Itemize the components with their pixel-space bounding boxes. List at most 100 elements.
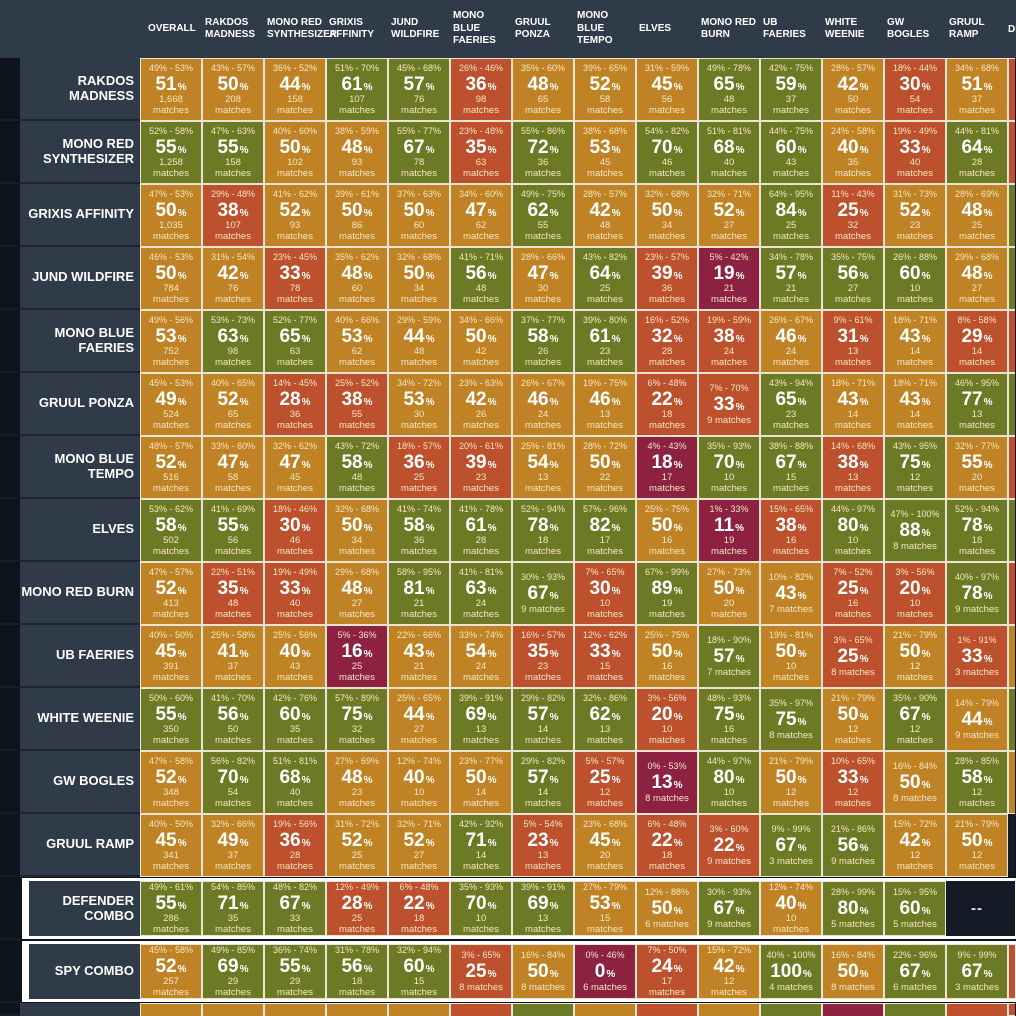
matchup-cell[interactable]: 29% - 68% 48% 27 matches xyxy=(326,562,388,625)
matchup-cell[interactable]: 38% - 88% 67% 15 matches xyxy=(760,436,822,499)
row-label[interactable]: JUND WILDFIRE xyxy=(20,247,140,310)
matchup-cell[interactable]: 22% - 96% 67% 6 matches xyxy=(884,944,946,999)
matchup-cell[interactable]: 53% - 73% 63% 98 matches xyxy=(202,310,264,373)
matchup-cell[interactable]: 52% - 94% 78% 18 matches xyxy=(946,499,1008,562)
matchup-cell[interactable]: 7% - 52% 25% 16 matches xyxy=(822,562,884,625)
matchup-cell[interactable]: 3% - 56% 20% 10 matches xyxy=(636,688,698,751)
matchup-cell[interactable]: 18% - 46% 30% 46 matches xyxy=(264,499,326,562)
matchup-cell[interactable]: 44% - 97% 80% 10 matches xyxy=(698,751,760,814)
column-header-rakdos-madness[interactable]: RAKDOS MADNESS xyxy=(205,16,256,41)
matchup-cell[interactable]: 37% - 63% 50% 60 matches xyxy=(388,184,450,247)
matchup-cell[interactable]: 29% - 82% 57% 14 matches xyxy=(512,751,574,814)
row-label[interactable]: UB FAERIES xyxy=(20,625,140,688)
row-label[interactable]: SPY COMBO xyxy=(29,944,140,999)
column-header-mono-red-burn[interactable]: MONO RED BURN xyxy=(701,16,756,41)
matchup-cell[interactable]: 49% - 61% 55% 286 matches xyxy=(140,881,202,936)
matchup-cell[interactable]: 44% - 97% 80% 10 matches xyxy=(822,499,884,562)
matchup-cell[interactable]: 36% - 52% 44% 158 matches xyxy=(264,58,326,121)
matchup-cell[interactable]: 15% - 72% 42% 12 matches xyxy=(698,944,760,999)
matchup-cell[interactable]: 33% - 74% 54% 24 matches xyxy=(450,625,512,688)
matchup-cell[interactable]: 40% - 65% 52% 65 matches xyxy=(202,373,264,436)
matchup-cell[interactable]: 39% - 91% 69% 13 matches xyxy=(450,688,512,751)
matchup-cell[interactable]: 19% - 59% 38% 24 matches xyxy=(698,310,760,373)
matchup-cell[interactable]: 42% - 75% 59% 37 matches xyxy=(760,58,822,121)
matchup-cell[interactable]: 5% - 36% 16% 25 matches xyxy=(326,625,388,688)
column-header-gruul-ramp[interactable]: GRUUL RAMP xyxy=(949,16,985,41)
matchup-cell[interactable]: 32% - 94% 60% 15 matches xyxy=(388,944,450,999)
matchup-cell[interactable]: 12% - 74% 40% 10 matches xyxy=(760,881,822,936)
row-label[interactable]: ELVES xyxy=(20,499,140,562)
matchup-cell[interactable]: 41% - 69% 55% 56 matches xyxy=(202,499,264,562)
matchup-cell[interactable]: 51% - 81% 68% 40 matches xyxy=(698,121,760,184)
matchup-cell[interactable]: 16% - 84% 50% 8 matches xyxy=(822,944,884,999)
matchup-cell[interactable]: 1% - 91% 33% 3 matches xyxy=(946,625,1008,688)
matchup-cell[interactable]: 51% - 70% 61% 107 matches xyxy=(326,58,388,121)
matchup-cell[interactable]: 52% - 94% 78% 18 matches xyxy=(512,499,574,562)
matchup-cell[interactable]: 3% - 65% 25% 8 matches xyxy=(822,625,884,688)
column-header-mono-red-synthesizer[interactable]: MONO RED SYNTHESIZER xyxy=(267,16,338,41)
matchup-cell[interactable]: 34% - 60% 47% 62 matches xyxy=(450,184,512,247)
matchup-cell[interactable]: 25% - 75% 50% 16 matches xyxy=(636,499,698,562)
matchup-cell[interactable]: 44% - 81% 64% 28 matches xyxy=(946,121,1008,184)
matchup-cell[interactable]: 23% - 77% 50% 14 matches xyxy=(450,751,512,814)
matchup-cell[interactable]: 48% - 82% 67% 33 matches xyxy=(264,881,326,936)
matchup-cell[interactable]: 3% - 60% 22% 9 matches xyxy=(698,814,760,877)
matchup-cell[interactable]: 27% - 69% 48% 23 matches xyxy=(326,751,388,814)
matchup-cell[interactable]: 27% - 79% 53% 15 matches xyxy=(574,881,636,936)
matchup-cell[interactable]: 20% - 61% 39% 23 matches xyxy=(450,436,512,499)
row-label[interactable]: MONO RED BURN xyxy=(20,562,140,625)
matchup-cell[interactable]: 40% - 50% 45% 341 matches xyxy=(140,814,202,877)
matchup-cell[interactable]: 39% - 80% 61% 23 matches xyxy=(574,310,636,373)
matchup-cell[interactable]: 53% - 62% 58% 502 matches xyxy=(140,499,202,562)
matchup-cell[interactable]: 47% - 63% 55% 158 matches xyxy=(202,121,264,184)
matchup-cell[interactable]: 29% - 59% 44% 48 matches xyxy=(388,310,450,373)
matchup-cell[interactable]: 6% - 48% 22% 18 matches xyxy=(636,814,698,877)
matchup-cell[interactable]: 40% - 50% 45% 391 matches xyxy=(140,625,202,688)
matchup-cell[interactable]: 40% - 66% 53% 62 matches xyxy=(326,310,388,373)
matchup-cell[interactable]: 41% - 81% 63% 24 matches xyxy=(450,562,512,625)
row-label[interactable]: RAKDOS MADNESS xyxy=(20,58,140,121)
matchup-cell[interactable]: 46% - 53% 50% 784 matches xyxy=(140,247,202,310)
matchup-cell[interactable]: 25% - 81% 54% 13 matches xyxy=(512,436,574,499)
matchup-cell[interactable]: 55% - 77% 67% 78 matches xyxy=(388,121,450,184)
matchup-cell[interactable]: 6% - 48% 22% 18 matches xyxy=(636,373,698,436)
matchup-cell[interactable]: 43% - 82% 64% 25 matches xyxy=(574,247,636,310)
matchup-cell[interactable]: 28% - 66% 47% 30 matches xyxy=(512,247,574,310)
matchup-cell[interactable]: 42% - 76% 60% 35 matches xyxy=(264,688,326,751)
matchup-cell[interactable]: 31% - 78% 56% 18 matches xyxy=(326,944,388,999)
matchup-cell[interactable]: 23% - 68% 45% 20 matches xyxy=(574,814,636,877)
matchup-cell[interactable]: 16% - 57% 35% 23 matches xyxy=(512,625,574,688)
column-header-elves[interactable]: ELVES xyxy=(639,22,672,34)
matchup-cell[interactable]: 33% - 60% 47% 58 matches xyxy=(202,436,264,499)
matchup-cell[interactable]: 38% - 59% 48% 93 matches xyxy=(326,121,388,184)
matchup-cell[interactable]: 0% - 46% 0% 6 matches xyxy=(574,944,636,999)
matchup-cell[interactable]: 18% - 44% 30% 54 matches xyxy=(884,58,946,121)
matchup-cell[interactable]: 56% - 82% 70% 54 matches xyxy=(202,751,264,814)
matchup-cell[interactable]: 58% - 95% 81% 21 matches xyxy=(388,562,450,625)
row-label[interactable]: GRIXIS AFFINITY xyxy=(20,184,140,247)
matchup-cell[interactable]: 24% - 58% 40% 35 matches xyxy=(822,121,884,184)
matchup-cell[interactable]: 28% - 85% 58% 12 matches xyxy=(946,751,1008,814)
matchup-cell[interactable]: 32% - 66% 49% 37 matches xyxy=(202,814,264,877)
matchup-cell[interactable]: 45% - 68% 57% 76 matches xyxy=(388,58,450,121)
matchup-cell[interactable]: 41% - 62% 52% 93 matches xyxy=(264,184,326,247)
matchup-cell[interactable]: 49% - 78% 65% 48 matches xyxy=(698,58,760,121)
matchup-cell[interactable]: 7% - 70% 33% 9 matches xyxy=(698,373,760,436)
matchup-cell[interactable]: 51% - 81% 68% 40 matches xyxy=(264,751,326,814)
matchup-cell[interactable]: 12% - 62% 33% 15 matches xyxy=(574,625,636,688)
matchup-cell[interactable]: 14% - 79% 44% 9 matches xyxy=(946,688,1008,751)
matchup-cell[interactable]: 28% - 69% 48% 25 matches xyxy=(946,184,1008,247)
matchup-cell[interactable]: 5% - 42% 19% 21 matches xyxy=(698,247,760,310)
matchup-cell[interactable]: 5% - 54% 23% 13 matches xyxy=(512,814,574,877)
matchup-cell[interactable]: 9% - 99% 67% 3 matches xyxy=(760,814,822,877)
matchup-cell[interactable]: 52% - 58% 55% 1,258 matches xyxy=(140,121,202,184)
column-header-white-weenie[interactable]: WHITE WEENIE xyxy=(825,16,865,41)
matchup-cell[interactable]: 23% - 63% 42% 26 matches xyxy=(450,373,512,436)
matchup-cell[interactable]: 47% - 58% 52% 348 matches xyxy=(140,751,202,814)
column-header-gruul-ponza[interactable]: GRUUL PONZA xyxy=(515,16,551,41)
matchup-cell[interactable]: 23% - 48% 35% 63 matches xyxy=(450,121,512,184)
matchup-cell[interactable]: 25% - 56% 40% 43 matches xyxy=(264,625,326,688)
matchup-cell[interactable]: 25% - 65% 44% 27 matches xyxy=(388,688,450,751)
matchup-cell[interactable]: 47% - 57% 52% 413 matches xyxy=(140,562,202,625)
matchup-cell[interactable]: 54% - 82% 70% 46 matches xyxy=(636,121,698,184)
